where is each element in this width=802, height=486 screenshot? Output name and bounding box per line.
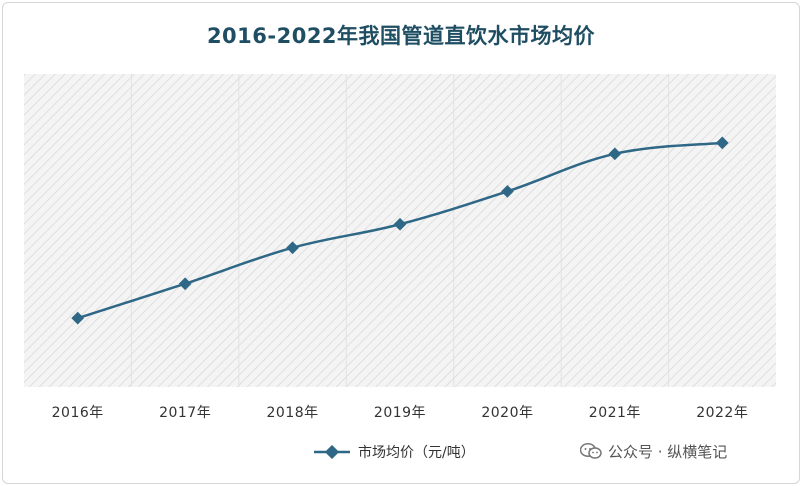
data-point-marker	[71, 311, 85, 325]
watermark: 公众号 · 纵横笔记	[579, 440, 728, 462]
x-tick-label: 2019年	[374, 405, 426, 421]
x-tick-label: 2018年	[267, 405, 319, 421]
legend-label: 市场均价（元/吨）	[358, 445, 475, 461]
x-tick-label: 2017年	[159, 405, 211, 421]
x-tick-label: 2016年	[52, 405, 104, 421]
data-point-marker	[178, 277, 192, 291]
wechat-icon	[579, 442, 602, 460]
data-point-marker	[286, 241, 299, 255]
x-tick-label: 2020年	[481, 405, 533, 421]
data-point-marker	[393, 217, 407, 231]
chart-title: 2016-2022年我国管道直饮水市场均价	[206, 24, 596, 48]
legend-line-marker	[314, 445, 350, 459]
x-tick-label: 2022年	[696, 405, 748, 421]
x-tick-label: 2021年	[589, 405, 641, 421]
data-point-marker	[501, 185, 514, 198]
watermark-text: 公众号 · 纵横笔记	[608, 442, 728, 461]
legend: 市场均价（元/吨）	[312, 442, 475, 462]
